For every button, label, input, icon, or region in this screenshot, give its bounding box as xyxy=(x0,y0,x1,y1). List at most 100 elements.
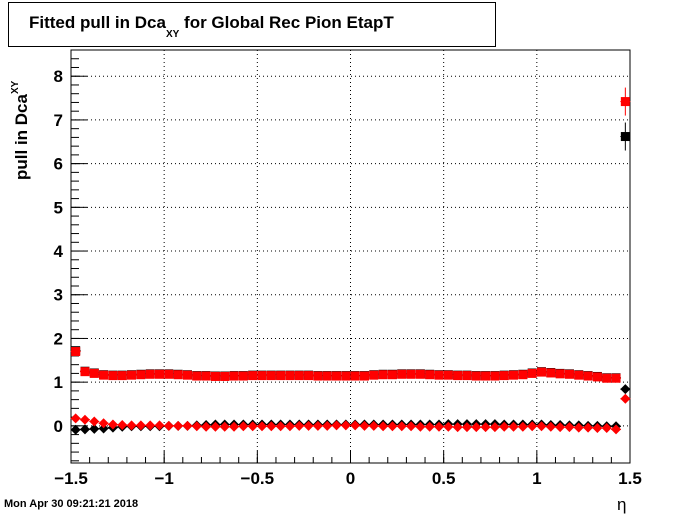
x-tick-label: −1 xyxy=(154,469,173,488)
data-point-square xyxy=(620,97,630,107)
data-point-diamond xyxy=(70,424,81,435)
data-point-square xyxy=(117,371,127,381)
data-point-diamond xyxy=(480,422,491,433)
data-points xyxy=(70,87,631,435)
data-point-diamond xyxy=(266,421,277,432)
data-point-diamond xyxy=(135,420,146,431)
y-tick-label: 4 xyxy=(54,242,64,261)
data-point-diamond xyxy=(489,422,500,433)
data-point-square xyxy=(322,371,332,381)
data-point-square xyxy=(350,371,360,381)
data-point-diamond xyxy=(499,421,510,432)
data-point-diamond xyxy=(461,422,472,433)
data-point-square xyxy=(592,372,602,382)
y-tick-label: 7 xyxy=(54,111,63,130)
data-point-square xyxy=(210,371,220,381)
data-point-diamond xyxy=(256,421,267,432)
data-point-diamond xyxy=(396,421,407,432)
y-tick-label: 6 xyxy=(54,155,63,174)
data-point-diamond xyxy=(415,421,426,432)
data-point-diamond xyxy=(508,421,519,432)
data-point-diamond xyxy=(536,421,547,432)
y-tick-label: 8 xyxy=(54,67,63,86)
data-point-square xyxy=(462,371,472,381)
data-point-diamond xyxy=(331,420,342,431)
data-point-square xyxy=(564,369,574,379)
data-point-square xyxy=(332,371,342,381)
data-point-diamond xyxy=(201,421,212,432)
x-tick-label: 1.5 xyxy=(618,469,642,488)
data-point-diamond xyxy=(275,421,286,432)
data-point-square xyxy=(583,371,593,381)
data-point-diamond xyxy=(452,422,463,433)
data-point-square xyxy=(313,371,323,381)
data-point-square xyxy=(238,371,248,381)
data-point-square xyxy=(182,370,192,380)
timestamp: Mon Apr 30 09:21:21 2018 xyxy=(4,498,139,510)
data-point-square xyxy=(145,369,155,379)
data-point-diamond xyxy=(434,421,445,432)
y-tick-label: 2 xyxy=(54,329,63,348)
data-point-square xyxy=(173,370,183,380)
data-point-diamond xyxy=(154,420,165,431)
x-tick-label: 0.5 xyxy=(432,469,456,488)
data-point-square xyxy=(369,370,379,380)
data-point-square xyxy=(201,371,211,381)
data-point-diamond xyxy=(191,421,202,432)
title-box: Fitted pull in DcaXY for Global Rec Pion… xyxy=(8,2,496,47)
data-point-diamond xyxy=(98,418,109,429)
data-point-square xyxy=(378,370,388,380)
data-point-square xyxy=(276,371,286,381)
data-point-diamond xyxy=(182,420,193,431)
data-point-diamond xyxy=(611,424,622,435)
data-point-diamond xyxy=(210,421,221,432)
plot-frame xyxy=(70,49,631,464)
data-point-square xyxy=(527,368,537,378)
data-point-diamond xyxy=(117,419,128,430)
data-point-diamond xyxy=(387,421,398,432)
data-point-diamond xyxy=(350,420,361,431)
data-point-square xyxy=(443,370,453,380)
data-point-diamond xyxy=(545,421,556,432)
data-point-square xyxy=(434,370,444,380)
data-point-diamond xyxy=(517,421,528,432)
data-point-square xyxy=(257,371,267,381)
data-point-square xyxy=(127,370,137,380)
x-tick-label: −0.5 xyxy=(241,469,275,488)
data-point-diamond xyxy=(322,420,333,431)
data-point-square xyxy=(509,370,519,380)
data-point-square xyxy=(387,370,397,380)
data-point-diamond xyxy=(471,422,482,433)
data-point-square xyxy=(574,370,584,380)
x-axis-label: η xyxy=(617,495,627,514)
data-point-diamond xyxy=(443,421,454,432)
data-point-diamond xyxy=(406,421,417,432)
data-point-diamond xyxy=(163,420,174,431)
y-tick-label: 0 xyxy=(54,417,63,436)
data-point-square xyxy=(155,369,165,379)
data-point-square xyxy=(397,369,407,379)
data-point-square xyxy=(294,371,304,381)
data-point-square xyxy=(453,371,463,381)
y-tick-label: 5 xyxy=(54,198,63,217)
data-point-square xyxy=(546,368,556,378)
data-point-diamond xyxy=(98,423,109,434)
y-axis-label-subscript: XY xyxy=(10,80,21,95)
data-point-diamond xyxy=(145,420,156,431)
data-point-square xyxy=(341,371,351,381)
data-point-square xyxy=(71,347,81,357)
x-tick-label: 1 xyxy=(532,469,541,488)
chart-title: Fitted pull in DcaXY for Global Rec Pion… xyxy=(29,13,394,40)
data-point-diamond xyxy=(527,421,538,432)
data-point-square xyxy=(304,371,314,381)
data-point-diamond xyxy=(89,423,100,434)
data-point-square xyxy=(229,371,239,381)
data-point-diamond xyxy=(70,413,81,424)
data-point-square xyxy=(620,132,630,142)
data-point-diamond xyxy=(173,420,184,431)
data-point-diamond xyxy=(284,421,295,432)
axis-ticks xyxy=(70,58,631,463)
data-point-diamond xyxy=(229,421,240,432)
data-point-diamond xyxy=(89,416,100,427)
data-point-diamond xyxy=(219,421,230,432)
